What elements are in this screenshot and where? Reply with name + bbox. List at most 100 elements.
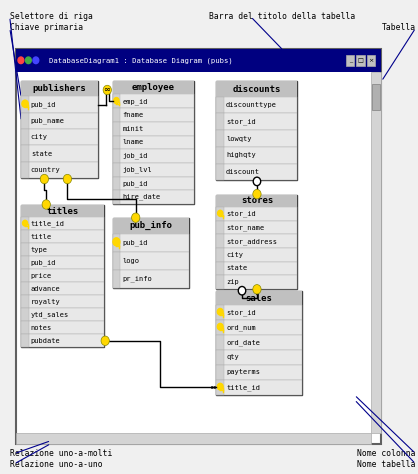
Text: stor_name: stor_name xyxy=(226,224,264,231)
FancyBboxPatch shape xyxy=(21,334,104,347)
FancyBboxPatch shape xyxy=(217,82,298,97)
FancyBboxPatch shape xyxy=(21,321,29,334)
Text: ord_date: ord_date xyxy=(226,339,260,346)
Text: ord_num: ord_num xyxy=(226,324,256,331)
Circle shape xyxy=(63,174,71,184)
Text: title: title xyxy=(31,234,52,240)
FancyBboxPatch shape xyxy=(21,218,104,230)
Text: 🔑: 🔑 xyxy=(115,240,118,245)
FancyBboxPatch shape xyxy=(113,177,120,191)
Text: job_id: job_id xyxy=(122,153,148,159)
Text: pubdate: pubdate xyxy=(31,338,61,344)
FancyBboxPatch shape xyxy=(217,97,298,113)
Circle shape xyxy=(218,210,223,216)
FancyBboxPatch shape xyxy=(113,82,194,94)
Text: publishers: publishers xyxy=(33,84,87,93)
Text: Tabella: Tabella xyxy=(382,23,416,32)
FancyBboxPatch shape xyxy=(217,365,224,380)
FancyBboxPatch shape xyxy=(21,113,98,129)
FancyBboxPatch shape xyxy=(21,283,104,295)
Text: fname: fname xyxy=(122,112,143,118)
FancyBboxPatch shape xyxy=(21,96,29,113)
FancyBboxPatch shape xyxy=(113,136,120,149)
FancyBboxPatch shape xyxy=(113,163,194,177)
Text: stores: stores xyxy=(241,196,273,205)
FancyBboxPatch shape xyxy=(113,108,120,122)
Text: 🔑: 🔑 xyxy=(219,310,222,315)
FancyBboxPatch shape xyxy=(21,283,29,295)
FancyBboxPatch shape xyxy=(217,82,298,181)
FancyBboxPatch shape xyxy=(217,262,298,275)
Text: minit: minit xyxy=(122,126,143,132)
Text: stor_id: stor_id xyxy=(226,118,256,125)
Text: Relazione uno-a-uno: Relazione uno-a-uno xyxy=(10,460,102,469)
Circle shape xyxy=(33,57,39,64)
FancyBboxPatch shape xyxy=(217,320,302,335)
FancyBboxPatch shape xyxy=(21,82,98,96)
FancyBboxPatch shape xyxy=(217,335,302,350)
Text: city: city xyxy=(31,134,48,140)
Text: stor_id: stor_id xyxy=(226,210,256,217)
Text: ×: × xyxy=(368,58,374,63)
FancyBboxPatch shape xyxy=(113,163,120,177)
Text: 🔑: 🔑 xyxy=(24,102,26,107)
FancyBboxPatch shape xyxy=(21,308,29,321)
FancyBboxPatch shape xyxy=(21,243,29,256)
Text: price: price xyxy=(31,273,52,279)
FancyBboxPatch shape xyxy=(217,234,298,248)
FancyBboxPatch shape xyxy=(21,205,104,347)
Text: emp_id: emp_id xyxy=(122,98,148,105)
Text: notes: notes xyxy=(31,325,52,331)
Text: logo: logo xyxy=(122,258,139,264)
FancyBboxPatch shape xyxy=(217,234,224,248)
Text: 🔑: 🔑 xyxy=(24,221,26,226)
FancyBboxPatch shape xyxy=(21,256,29,269)
FancyBboxPatch shape xyxy=(371,72,381,433)
FancyBboxPatch shape xyxy=(113,149,194,163)
FancyBboxPatch shape xyxy=(21,230,104,243)
FancyBboxPatch shape xyxy=(372,84,380,110)
Text: 🔑: 🔑 xyxy=(219,325,222,330)
FancyBboxPatch shape xyxy=(21,96,98,113)
Circle shape xyxy=(253,177,261,186)
Text: pr_info: pr_info xyxy=(122,275,152,282)
Text: pub_info: pub_info xyxy=(130,221,173,230)
Text: _: _ xyxy=(349,58,352,63)
FancyBboxPatch shape xyxy=(21,218,29,230)
FancyBboxPatch shape xyxy=(16,433,371,444)
Circle shape xyxy=(253,190,261,199)
Text: hire_date: hire_date xyxy=(122,194,161,201)
FancyBboxPatch shape xyxy=(21,243,104,256)
Circle shape xyxy=(18,57,24,64)
Text: highqty: highqty xyxy=(226,152,256,158)
Text: discounts: discounts xyxy=(233,84,281,93)
FancyBboxPatch shape xyxy=(217,365,302,380)
Text: 🔑: 🔑 xyxy=(115,99,118,104)
FancyBboxPatch shape xyxy=(357,55,365,66)
FancyBboxPatch shape xyxy=(217,275,298,289)
Circle shape xyxy=(22,100,28,107)
FancyBboxPatch shape xyxy=(113,191,120,204)
Text: pub_id: pub_id xyxy=(31,259,56,266)
FancyBboxPatch shape xyxy=(16,48,381,444)
Text: Selettore di riga: Selettore di riga xyxy=(10,12,92,21)
Text: job_lvl: job_lvl xyxy=(122,166,152,173)
Circle shape xyxy=(101,336,110,346)
Text: city: city xyxy=(226,252,243,258)
FancyBboxPatch shape xyxy=(217,335,224,350)
FancyBboxPatch shape xyxy=(217,320,224,335)
FancyBboxPatch shape xyxy=(346,55,354,66)
Circle shape xyxy=(217,323,223,330)
FancyBboxPatch shape xyxy=(21,113,29,129)
Text: discounttype: discounttype xyxy=(226,102,277,108)
FancyBboxPatch shape xyxy=(21,162,29,178)
Circle shape xyxy=(114,98,119,104)
FancyBboxPatch shape xyxy=(217,207,298,221)
Text: employee: employee xyxy=(132,83,175,92)
Text: Barra del titolo della tabella: Barra del titolo della tabella xyxy=(209,12,355,21)
Text: titles: titles xyxy=(47,207,79,216)
Circle shape xyxy=(132,213,140,222)
Text: Chiave primaria: Chiave primaria xyxy=(10,23,83,32)
FancyBboxPatch shape xyxy=(21,321,104,334)
FancyBboxPatch shape xyxy=(217,248,224,262)
